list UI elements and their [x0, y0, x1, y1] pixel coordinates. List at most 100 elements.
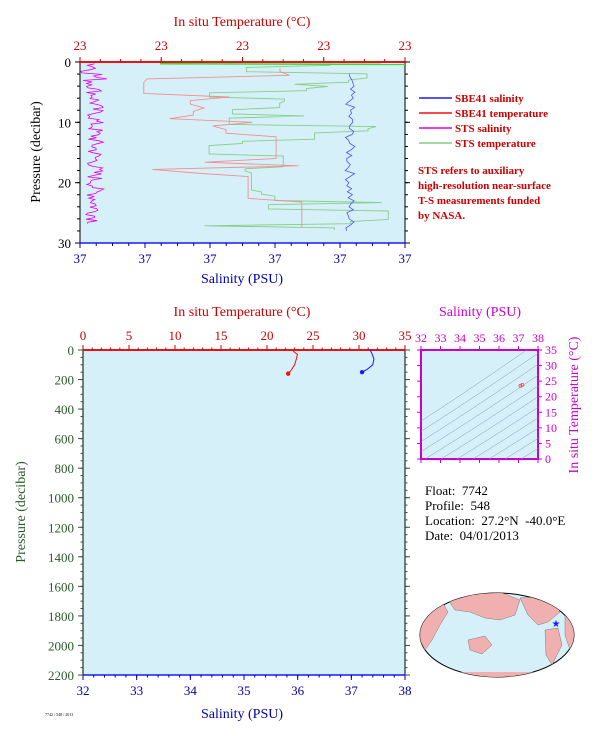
main-pressure-tick-label: 2000 — [48, 638, 74, 653]
ts-point — [520, 382, 525, 387]
top-sal-tick-label: 37 — [399, 251, 413, 266]
map-antarctica — [420, 672, 574, 677]
ts-sal-label: Salinity (PSU) — [439, 305, 521, 320]
top-temp-tick-label: 23 — [236, 38, 249, 53]
main-temp-tick-label: 20 — [261, 328, 274, 343]
main-pressure-tick-label: 1200 — [48, 520, 74, 535]
ts-sal-tick-label: 35 — [474, 331, 486, 345]
ts-temp-tick-label: 10 — [545, 421, 557, 435]
profile-number: Profile: 548 — [425, 498, 490, 513]
top-legend: SBE41 salinity SBE41 temperature STS salin… — [418, 93, 551, 222]
ts-temp-tick-label: 5 — [545, 436, 551, 450]
main-temp-tick-label: 25 — [307, 328, 320, 343]
main-sal-tick-label: 32 — [77, 683, 90, 698]
main-pressure-tick-label: 400 — [55, 402, 75, 417]
footer-tiny-text: 7742 / 548 / 2013 — [45, 712, 73, 717]
main-plot-area — [82, 349, 406, 676]
ts-temp-tick-label: 20 — [545, 390, 557, 404]
sbe41-temperature-trace — [143, 68, 303, 228]
top-temp-tick-label: 23 — [74, 38, 87, 53]
main-chart-traces — [285, 349, 375, 376]
top-sal-tick-label: 37 — [334, 251, 348, 266]
sts-temperature-trace — [204, 63, 389, 230]
world-map: ★ — [419, 592, 575, 678]
main-sal-tick-label: 34 — [184, 683, 198, 698]
legend-note-line: by NASA. — [418, 210, 465, 222]
ts-sal-tick-label: 37 — [513, 331, 525, 345]
ts-density-contour — [421, 374, 538, 452]
main-temp-tick-label: 0 — [80, 328, 87, 343]
main-pressure-tick-label: 800 — [55, 461, 75, 476]
main-sal-tick-label: 36 — [291, 683, 305, 698]
ts-sal-tick-label: 34 — [454, 331, 466, 345]
ts-sal-tick-label: 33 — [435, 331, 447, 345]
legend-label: STS temperature — [455, 138, 536, 150]
top-sal-tick-label: 37 — [204, 251, 218, 266]
main-chart-pressure-label: Pressure (decibar) — [14, 461, 29, 563]
top-temp-tick-label: 23 — [399, 38, 412, 53]
top-temp-tick-label: 23 — [155, 38, 168, 53]
ts-temp-tick-label: 25 — [545, 374, 557, 388]
ts-plot-area — [420, 349, 539, 460]
map-continent-africa — [564, 609, 574, 651]
ts-temp-tick-label: 30 — [545, 359, 557, 373]
ts-point — [518, 383, 523, 388]
main-salinity-end-marker — [359, 369, 365, 375]
main-pressure-tick-label: 1400 — [48, 550, 74, 565]
ts-density-contour — [456, 407, 538, 459]
sts-surface-line — [159, 63, 406, 66]
top-pressure-tick-label: 20 — [58, 176, 71, 191]
main-pressure-tick-label: 1800 — [48, 609, 74, 624]
ts-temp-tick-label: 0 — [545, 452, 551, 466]
ts-density-contour — [424, 385, 538, 459]
main-temp-tick-label: 5 — [126, 328, 133, 343]
main-pressure-tick-label: 600 — [55, 432, 75, 447]
legend-note-line: STS refers to auxiliary — [418, 165, 525, 177]
main-sal-tick-label: 38 — [399, 683, 412, 698]
ts-sal-tick-label: 32 — [415, 331, 427, 345]
ts-sal-tick-label: 36 — [493, 331, 505, 345]
main-temperature-trace — [287, 349, 298, 374]
main-pressure-tick-label: 1000 — [48, 491, 74, 506]
map-continent-asia — [444, 593, 521, 621]
ts-temp-tick-label: 35 — [545, 343, 557, 357]
ts-temp-tick-label: 15 — [545, 405, 557, 419]
date: Date: 04/01/2013 — [425, 528, 519, 543]
top-chart-traces — [80, 63, 406, 231]
main-pressure-tick-label: 2200 — [48, 668, 74, 683]
top-sal-tick-label: 37 — [269, 251, 283, 266]
sbe41-salinity-trace — [344, 73, 356, 231]
main-pressure-tick-label: 0 — [68, 343, 75, 358]
sts-salinity-trace — [80, 63, 108, 224]
main-temperature-end-marker — [285, 371, 291, 376]
main-pressure-tick-label: 200 — [55, 373, 75, 388]
ts-density-contour — [488, 427, 538, 459]
ts-density-contour — [421, 363, 538, 442]
ts-density-contour — [504, 438, 538, 459]
map-continent-south-america — [544, 627, 563, 666]
main-chart-ticks: 0 5 10 15 20 25 30 35 32 33 34 35 36 37 38 0 200 400 600 80… — [48, 328, 412, 698]
location: Location: 27.2°N -40.0°E — [425, 513, 566, 528]
top-sal-tick-label: 37 — [74, 251, 88, 266]
ts-density-contour — [421, 350, 528, 422]
top-pressure-tick-label: 30 — [58, 236, 71, 251]
top-chart-temp-label: In situ Temperature (°C) — [174, 15, 311, 30]
main-temp-tick-label: 10 — [169, 328, 182, 343]
main-temp-tick-label: 15 — [215, 328, 228, 343]
main-chart-temp-label: In situ Temperature (°C) — [174, 305, 311, 320]
ts-temp-label: In situ Temperature (°C) — [567, 336, 582, 473]
legend-label: SBE41 temperature — [455, 108, 548, 120]
main-salinity-trace — [361, 349, 375, 373]
ts-density-contour — [440, 396, 538, 459]
legend-label: SBE41 salinity — [455, 93, 524, 105]
top-temp-tick-label: 23 — [317, 38, 330, 53]
main-temp-tick-label: 30 — [353, 328, 366, 343]
top-sal-tick-label: 37 — [139, 251, 153, 266]
top-chart-pressure-label: Pressure (decibar) — [29, 101, 44, 203]
ts-density-contours — [421, 350, 538, 459]
top-plot-area — [79, 61, 406, 244]
main-temp-tick-label: 35 — [399, 328, 412, 343]
ts-density-contour — [421, 352, 538, 432]
